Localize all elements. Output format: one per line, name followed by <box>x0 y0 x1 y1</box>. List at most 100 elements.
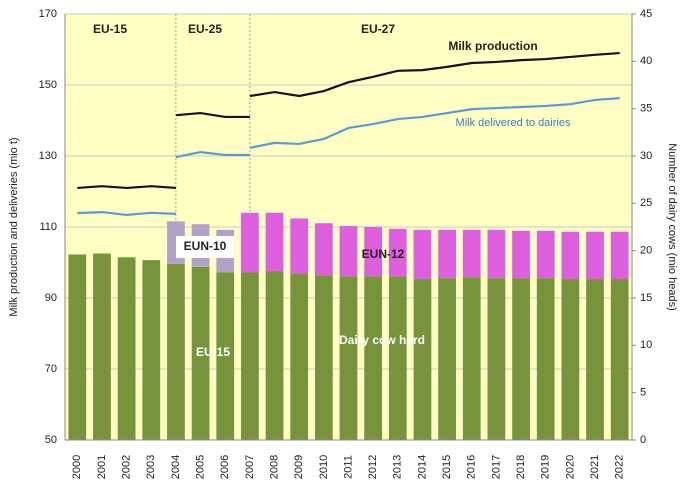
line-label: Milk production <box>448 39 537 53</box>
bar <box>265 271 284 440</box>
y2-tick-label: 30 <box>640 150 652 162</box>
y2-tick-label: 25 <box>640 197 652 209</box>
x-tick-label: 2002 <box>121 455 133 479</box>
y-tick-label: 130 <box>39 150 57 162</box>
y2-tick-label: 40 <box>640 55 652 67</box>
annotation: Dairy cow herd <box>339 333 425 347</box>
y-tick-label: 110 <box>39 221 57 233</box>
bar <box>561 231 580 280</box>
y2-tick-label: 45 <box>640 8 652 20</box>
series-label: EUN-10 <box>184 239 227 253</box>
lines <box>77 51 620 217</box>
bar <box>487 278 506 440</box>
x-tick-label: 2010 <box>318 455 330 479</box>
bar <box>68 254 87 440</box>
bar <box>290 273 309 440</box>
bar <box>586 279 604 440</box>
x-tick-label: 2008 <box>268 455 280 479</box>
region-label: EU-27 <box>361 22 395 36</box>
region-label: EU-15 <box>93 22 127 36</box>
x-tick-label: 2007 <box>244 455 256 479</box>
bar <box>167 263 185 440</box>
y2-tick-label: 15 <box>640 292 652 304</box>
bar <box>462 229 481 278</box>
y2-tick-label: 10 <box>640 339 652 351</box>
line <box>77 185 177 190</box>
bar <box>265 212 284 272</box>
y-tick-label: 170 <box>39 8 57 20</box>
x-tick-label: 2014 <box>416 455 428 479</box>
bar <box>388 228 407 277</box>
bar <box>536 278 555 440</box>
x-tick-label: 2003 <box>145 455 157 479</box>
bar <box>142 260 161 440</box>
x-tick-label: 2018 <box>515 455 527 479</box>
region-label: EU-25 <box>188 22 222 36</box>
bar <box>191 266 210 440</box>
x-tick-label: 2004 <box>170 455 182 479</box>
bar <box>93 253 111 440</box>
bar <box>241 212 259 273</box>
bar <box>241 272 259 440</box>
x-tick-label: 2012 <box>367 455 379 479</box>
bar <box>610 231 629 280</box>
y2-tick-label: 5 <box>640 387 646 399</box>
line-label: Milk delivered to dairies <box>456 117 571 129</box>
x-tick-label: 2016 <box>466 455 478 479</box>
y2-tick-label: 20 <box>640 245 652 257</box>
bar <box>438 278 456 440</box>
line <box>249 97 620 149</box>
y-tick-label: 50 <box>45 434 57 446</box>
series-label: EU-15 <box>196 345 230 359</box>
x-tick-label: 2013 <box>392 455 404 479</box>
line <box>249 51 620 98</box>
bar <box>586 231 604 280</box>
x-tick-label: 2006 <box>219 455 231 479</box>
x-tick-label: 2021 <box>589 455 601 479</box>
y2-tick-label: 35 <box>640 103 652 115</box>
bar <box>413 279 432 440</box>
bar <box>413 229 432 280</box>
x-tick-label: 2005 <box>194 455 206 479</box>
y-tick-label: 90 <box>45 292 57 304</box>
bar <box>364 276 383 440</box>
bar <box>314 275 333 440</box>
bar <box>339 276 358 440</box>
y-tick-label: 150 <box>39 79 57 91</box>
line <box>175 111 250 119</box>
x-tick-label: 2011 <box>342 455 354 479</box>
bar <box>512 278 530 440</box>
bar <box>290 218 309 274</box>
x-tick-label: 2020 <box>564 455 576 479</box>
line <box>175 150 250 159</box>
bar <box>364 227 383 277</box>
series-label: EUN-12 <box>362 247 405 261</box>
line <box>77 210 176 217</box>
bar <box>487 229 506 279</box>
y2-tick-label: 0 <box>640 434 646 446</box>
x-tick-label: 2019 <box>540 455 552 479</box>
bar <box>536 230 555 279</box>
x-tick-label: 2017 <box>490 455 502 479</box>
bar <box>314 223 333 276</box>
y-axis-title: Milk production and deliveries (mio t) <box>8 137 20 316</box>
bar <box>438 229 456 279</box>
bar <box>216 272 235 440</box>
bar <box>561 279 580 440</box>
x-tick-label: 2015 <box>441 455 453 479</box>
x-tick-label: 2022 <box>614 455 626 479</box>
x-tick-label: 2009 <box>293 455 305 479</box>
x-tick-label: 2000 <box>71 455 83 479</box>
label-box <box>176 236 234 258</box>
bar <box>388 276 407 440</box>
bar <box>117 257 136 440</box>
y2-axis-title: Number of dairy cows (mio heads) <box>666 143 678 311</box>
bar <box>339 226 358 277</box>
x-tick-label: 2001 <box>96 455 108 479</box>
y-tick-label: 70 <box>45 363 57 375</box>
bar <box>512 230 530 279</box>
bar <box>462 277 481 440</box>
bar <box>610 279 629 440</box>
